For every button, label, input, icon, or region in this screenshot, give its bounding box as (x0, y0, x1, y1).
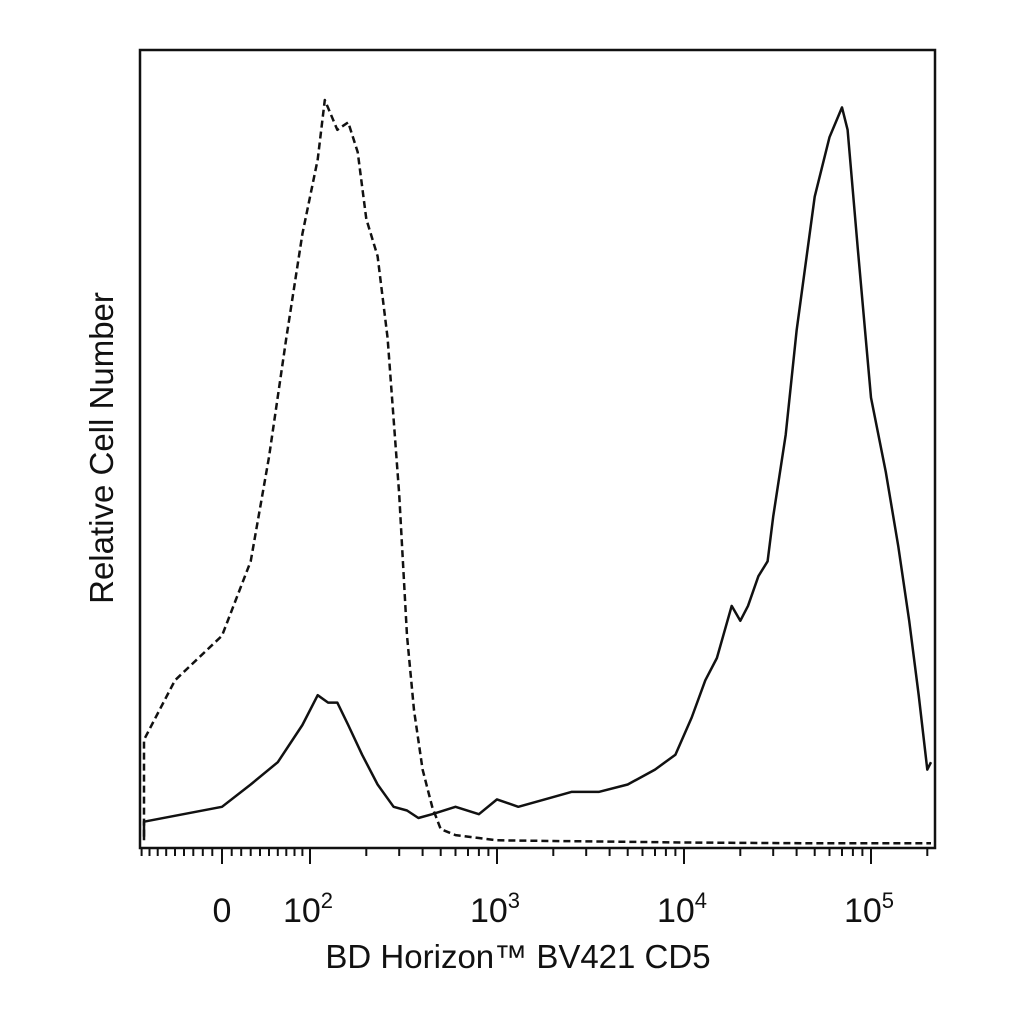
x-tick-label: 102 (283, 888, 333, 930)
x-tick-label: 0 (213, 892, 232, 930)
histogram-series-dashed (142, 98, 931, 845)
series-layer (142, 98, 933, 845)
plot-frame (138, 48, 937, 850)
x-tick-label: 105 (844, 888, 894, 930)
x-axis-ticks (140, 848, 929, 864)
y-axis-label: Relative Cell Number (83, 292, 120, 604)
histogram-series-solid (142, 106, 933, 841)
x-tick-label: 104 (657, 888, 707, 930)
x-tick-label: 103 (470, 888, 520, 930)
x-axis-label: BD Horizon™ BV421 CD5 (325, 938, 710, 975)
x-axis-tick-labels: 0 102 103 104 105 (213, 888, 895, 930)
